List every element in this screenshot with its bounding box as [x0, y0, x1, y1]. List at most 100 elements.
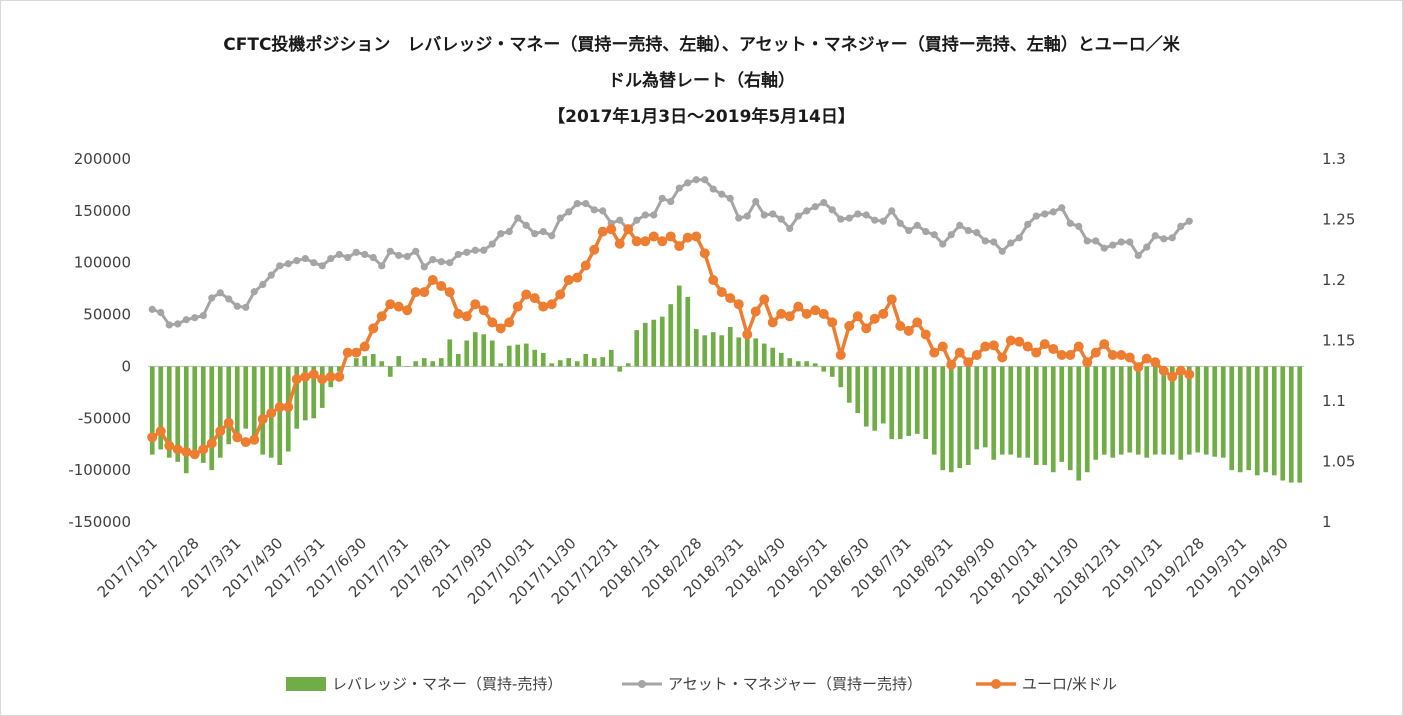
asset-manager-point: [1134, 251, 1142, 260]
asset-manager-point: [760, 211, 768, 219]
leveraged-money-bar: [566, 358, 572, 367]
eurusd-point: [1005, 335, 1016, 346]
eurusd-point: [818, 308, 829, 319]
asset-manager-point: [293, 257, 301, 265]
asset-manager-point: [327, 254, 335, 263]
asset-manager-point: [1092, 237, 1100, 245]
eurusd-point: [606, 224, 617, 235]
eurusd-point: [1158, 365, 1169, 376]
asset-manager-point: [641, 211, 649, 219]
leveraged-money-bar: [464, 340, 470, 367]
asset-manager-point: [157, 308, 165, 317]
asset-manager-point: [1075, 222, 1083, 231]
left-axis-tick-label: 100000: [74, 254, 131, 272]
asset-manager-point: [752, 197, 760, 206]
asset-manager-point: [446, 259, 454, 267]
leveraged-money-bar: [1263, 366, 1269, 473]
eurusd-point: [580, 260, 591, 271]
eurusd-point: [410, 287, 421, 298]
eurusd-point: [980, 341, 991, 352]
asset-manager-point: [650, 211, 658, 219]
asset-manager-point: [480, 246, 488, 254]
asset-manager-point: [531, 230, 539, 238]
eurusd-point: [699, 248, 710, 259]
eurusd-point: [427, 275, 438, 285]
leveraged-money-bar: [940, 366, 946, 471]
leveraged-money-bar: [447, 339, 453, 367]
asset-manager-point: [998, 247, 1006, 255]
leveraged-money-bar: [1135, 366, 1141, 455]
asset-manager-point: [930, 231, 938, 239]
asset-manager-point: [837, 215, 845, 223]
asset-manager-point: [208, 294, 216, 302]
asset-manager-point: [743, 212, 751, 220]
eurusd-point: [1150, 357, 1161, 368]
eurusd-point: [393, 301, 404, 312]
asset-manager-point: [718, 190, 726, 198]
eurusd-point: [640, 236, 651, 247]
leveraged-money-bar: [1220, 366, 1226, 458]
leveraged-money-bar: [362, 356, 368, 367]
leveraged-money-bar: [1127, 366, 1133, 453]
asset-manager-point: [250, 288, 258, 296]
leveraged-money-bar: [1237, 366, 1243, 473]
leveraged-money-bar: [685, 296, 691, 367]
asset-manager-point: [1143, 243, 1151, 251]
asset-manager-point: [896, 219, 904, 227]
eurusd-point: [631, 236, 642, 247]
leveraged-money-bar: [965, 366, 971, 465]
eurusd-point: [937, 341, 948, 352]
leveraged-money-bar: [251, 366, 257, 440]
leveraged-money-bar: [472, 332, 478, 367]
leveraged-money-bar: [1008, 366, 1014, 455]
left-axis-tick-label: 0: [121, 357, 131, 375]
eurusd-point: [223, 417, 234, 428]
eurusd-point: [529, 293, 540, 304]
asset-manager-point: [1015, 234, 1023, 242]
leveraged-money-bar: [838, 366, 844, 388]
eurusd-point: [512, 301, 523, 312]
asset-manager-point: [905, 226, 913, 235]
asset-manager-point: [1083, 237, 1091, 245]
asset-manager-point: [242, 303, 250, 311]
asset-manager-point: [590, 206, 598, 214]
leveraged-money-bar: [166, 366, 172, 458]
asset-manager-point: [335, 250, 343, 259]
asset-manager-point: [565, 208, 573, 216]
leveraged-money-bar: [736, 337, 742, 367]
eurusd-point: [487, 317, 498, 328]
asset-manager-point: [599, 207, 607, 215]
leveraged-money-bar: [1144, 366, 1150, 458]
asset-manager-point: [301, 254, 309, 263]
leveraged-money-bar: [1118, 366, 1124, 455]
leveraged-money-bar: [149, 366, 155, 455]
eurusd-point: [351, 347, 362, 358]
eurusd-point: [810, 305, 821, 316]
asset-manager-point: [361, 250, 369, 259]
eurusd-point: [342, 347, 353, 358]
leveraged-money-bar: [1271, 366, 1277, 476]
leveraged-money-bar: [863, 366, 869, 427]
eurusd-point: [1039, 339, 1050, 350]
eurusd-point: [767, 317, 778, 328]
leveraged-money-bar: [345, 366, 351, 367]
asset-manager-point: [582, 200, 590, 208]
leveraged-money-bar: [1229, 366, 1235, 471]
asset-manager-point: [420, 263, 428, 271]
legend-marker-asset-manager: [638, 680, 646, 688]
eurusd-point: [478, 305, 489, 316]
leveraged-money-bar: [209, 366, 215, 471]
asset-manager-point: [769, 210, 777, 218]
leveraged-money-bar: [336, 366, 342, 372]
asset-manager-point: [437, 258, 445, 266]
legend-marker-eurusd: [991, 679, 1001, 689]
eurusd-point: [835, 350, 846, 361]
legend: レバレッジ・マネー（買持-売持） アセット・マネジャー（買持ー売持） ユーロ/米ドル: [286, 675, 1117, 693]
asset-manager-point: [318, 262, 326, 270]
line-series-layer: [147, 176, 1195, 460]
asset-manager-point: [922, 228, 930, 236]
asset-manager-point: [726, 194, 734, 203]
asset-manager-point: [522, 221, 530, 229]
asset-manager-point: [794, 212, 802, 220]
asset-manager-point: [939, 240, 947, 248]
